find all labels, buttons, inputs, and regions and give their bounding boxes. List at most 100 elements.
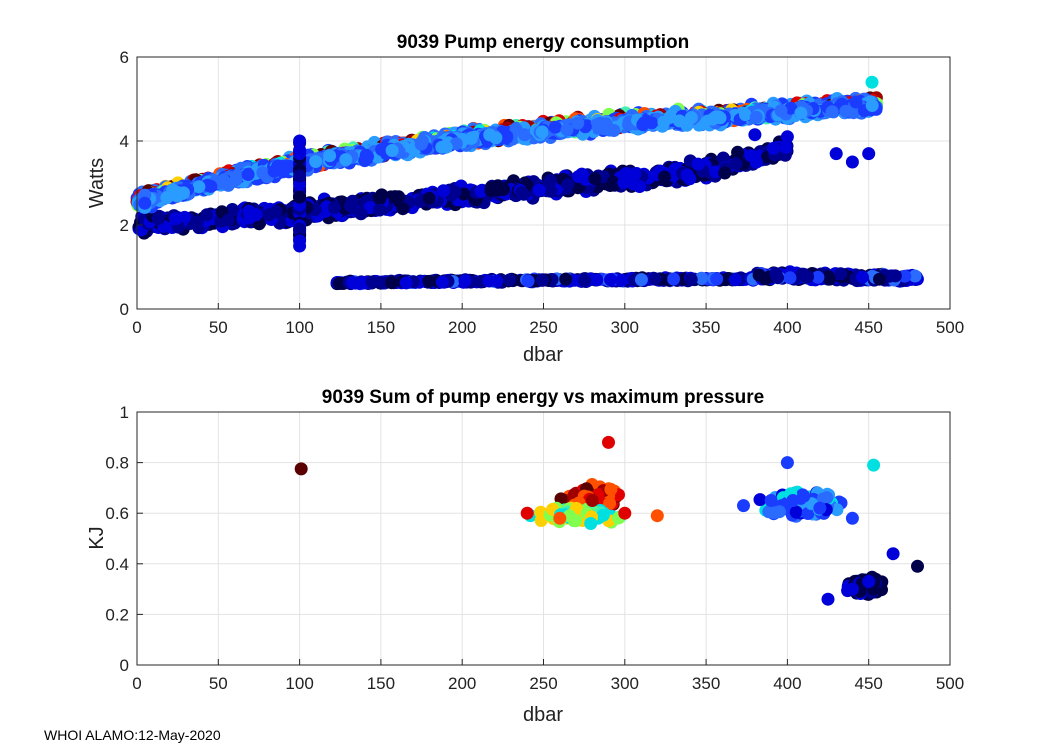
data-point <box>521 274 535 288</box>
data-point <box>385 276 398 290</box>
data-point <box>752 268 766 282</box>
data-point <box>729 157 743 171</box>
data-point <box>309 155 323 168</box>
x-tick-label: 300 <box>611 318 639 337</box>
data-point <box>339 153 353 167</box>
x-tick-label: 100 <box>285 674 313 693</box>
data-point <box>908 269 922 283</box>
data-point <box>618 506 632 520</box>
y-tick-label: 2 <box>120 216 129 235</box>
x-tick-label: 150 <box>367 674 395 693</box>
data-point <box>795 267 809 281</box>
data-point <box>606 175 620 189</box>
x-axis-label: dbar <box>523 344 563 366</box>
data-point <box>294 462 308 476</box>
data-point <box>293 134 307 148</box>
data-point <box>575 167 589 181</box>
data-point <box>436 184 450 198</box>
data-point <box>783 271 797 285</box>
data-point <box>728 273 742 287</box>
data-point <box>603 496 617 510</box>
data-point <box>771 271 785 285</box>
chart-title: 9039 Pump energy consumption <box>397 32 689 53</box>
data-point <box>204 179 218 193</box>
y-axis-label: KJ <box>86 526 108 549</box>
x-tick-label: 250 <box>529 318 557 337</box>
data-point <box>190 215 204 229</box>
data-point <box>749 110 763 124</box>
x-tick-label: 0 <box>132 674 141 693</box>
footer-label: WHOI ALAMO:12-May-2020 <box>44 727 221 743</box>
data-point <box>365 275 379 289</box>
data-point <box>898 269 912 283</box>
data-point <box>553 511 567 525</box>
data-point <box>667 272 680 286</box>
data-point <box>422 274 436 288</box>
y-tick-label: 1 <box>120 403 129 422</box>
data-point <box>356 276 370 289</box>
data-point <box>658 170 671 184</box>
data-point <box>500 129 514 143</box>
data-point <box>458 274 472 288</box>
x-tick-label: 500 <box>936 318 964 337</box>
data-point <box>604 482 618 496</box>
data-point <box>584 517 598 530</box>
data-point <box>354 207 368 221</box>
data-point <box>328 201 341 215</box>
data-point <box>862 575 876 588</box>
data-point <box>748 128 762 142</box>
data-point <box>560 123 574 137</box>
y-axis-label: Watts <box>86 158 108 208</box>
data-point <box>764 494 778 507</box>
data-point <box>663 110 677 124</box>
data-point <box>648 272 662 286</box>
data-point <box>585 494 599 507</box>
data-point <box>242 204 256 218</box>
data-point <box>731 145 745 159</box>
data-point <box>811 270 825 284</box>
data-point <box>293 169 307 183</box>
data-point <box>691 157 705 171</box>
data-point <box>515 186 529 200</box>
data-point <box>845 511 859 525</box>
data-point <box>774 104 788 118</box>
data-point <box>474 184 488 198</box>
data-point <box>634 273 648 287</box>
x-tick-label: 300 <box>611 674 639 693</box>
y-tick-label: 0.8 <box>105 454 129 473</box>
x-tick-label: 400 <box>773 674 801 693</box>
data-point <box>482 274 496 288</box>
data-point <box>845 582 859 596</box>
data-point <box>241 168 255 181</box>
x-tick-label: 250 <box>529 674 557 693</box>
data-point <box>561 178 575 192</box>
data-point <box>489 131 503 145</box>
data-point <box>865 99 879 112</box>
chart-sum-energy: 0 50 100 150 200 250 300 350 400 450 50000.20.40.6… <box>86 387 964 726</box>
data-point <box>716 151 730 165</box>
data-point <box>710 272 724 286</box>
data-point <box>737 499 750 513</box>
data-point <box>544 184 558 198</box>
data-point <box>615 273 629 287</box>
data-point <box>767 506 781 520</box>
x-tick-label: 50 <box>209 318 228 337</box>
y-tick-label: 6 <box>120 48 129 67</box>
data-point <box>813 501 827 515</box>
data-point <box>789 505 803 519</box>
data-point <box>396 202 410 216</box>
x-tick-label: 450 <box>855 674 883 693</box>
y-tick-label: 0 <box>120 656 129 675</box>
data-point <box>797 489 811 503</box>
data-point <box>177 186 190 200</box>
data-point <box>780 130 794 144</box>
y-tick-label: 0.2 <box>105 605 129 624</box>
data-point <box>695 271 708 285</box>
data-point <box>358 154 372 168</box>
data-point <box>825 105 839 119</box>
data-point <box>780 456 794 470</box>
data-point <box>559 272 573 286</box>
data-point <box>779 140 793 154</box>
y-tick-label: 0.6 <box>105 504 129 523</box>
